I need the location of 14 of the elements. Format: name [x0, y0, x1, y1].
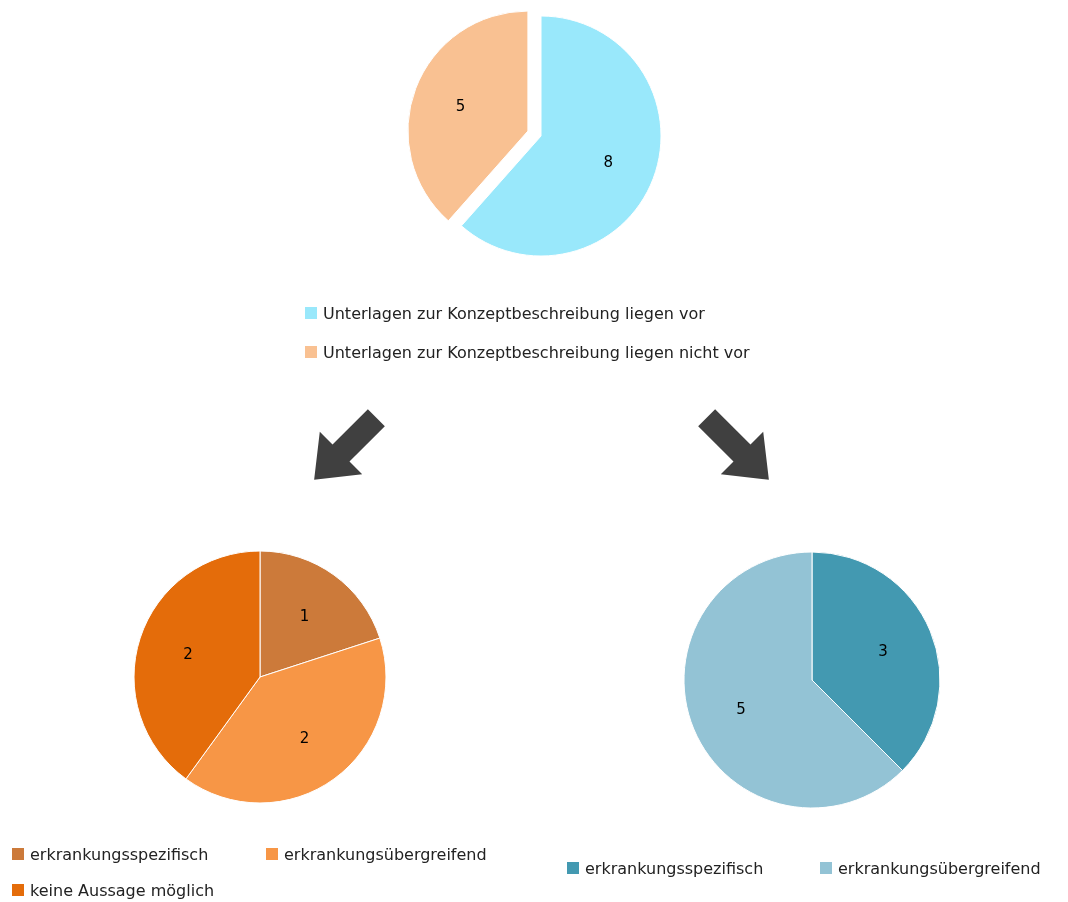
legend-label: erkrankungsübergreifend	[838, 858, 1041, 878]
data-label: 2	[299, 729, 310, 748]
legend-label: erkrankungsspezifisch	[30, 844, 209, 864]
legend-label: Unterlagen zur Konzeptbeschreibung liegen nicht vor	[323, 342, 751, 362]
data-label: 1	[299, 606, 310, 625]
data-label: 5	[736, 700, 746, 719]
legend-label: erkrankungsspezifisch	[585, 858, 764, 878]
legend-label: keine Aussage möglich	[30, 880, 215, 900]
data-label: 5	[455, 96, 466, 115]
data-label: 3	[878, 641, 888, 660]
data-label: 2	[183, 644, 193, 663]
legend-label: erkrankungsübergreifend	[284, 844, 487, 864]
legend-label: Unterlagen zur Konzeptbeschreibung liegen vor	[323, 303, 706, 323]
data-label: 8	[603, 152, 614, 171]
